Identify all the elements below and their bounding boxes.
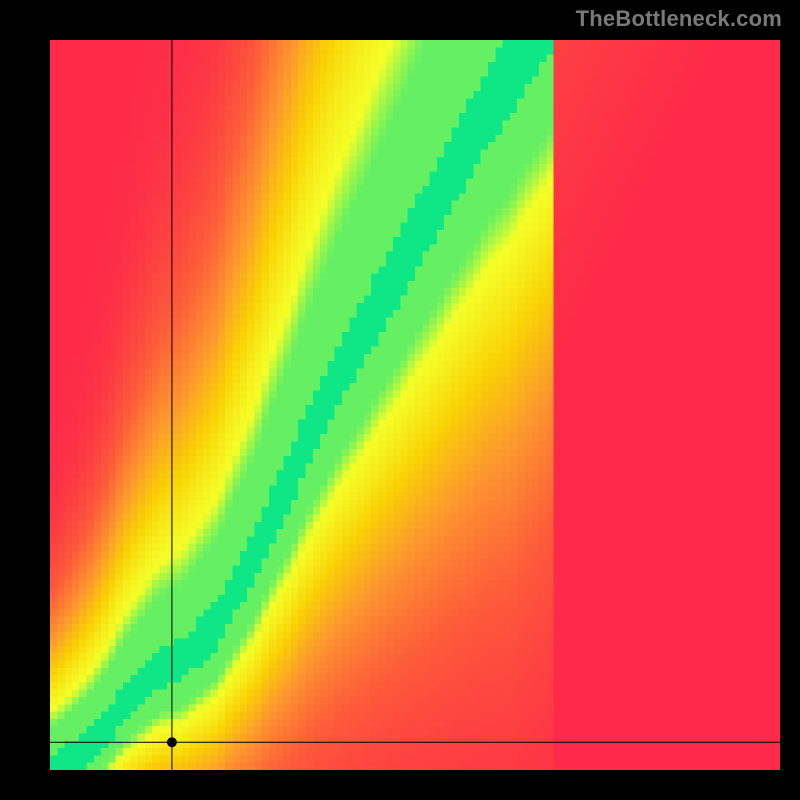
- heatmap-canvas: [50, 40, 780, 770]
- plot-area: [50, 40, 780, 770]
- watermark-text: TheBottleneck.com: [576, 6, 782, 32]
